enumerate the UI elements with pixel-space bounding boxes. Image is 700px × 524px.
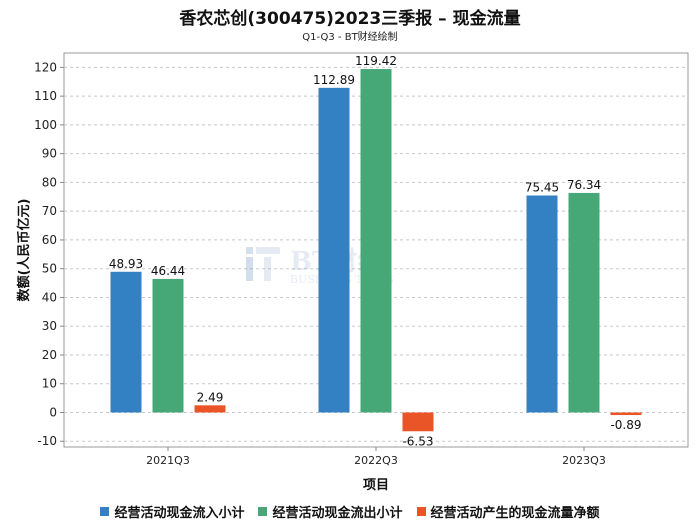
y-tick-label: 90 <box>42 147 57 161</box>
legend: 经营活动现金流入小计 经营活动现金流出小计 经营活动产生的现金流量净额 <box>0 502 700 521</box>
legend-label: 经营活动现金流出小计 <box>272 506 403 521</box>
data-label: -6.53 <box>402 434 433 448</box>
legend-item: 经营活动现金流入小计 <box>100 502 244 521</box>
data-label: 119.42 <box>355 54 397 68</box>
x-tick-label: 2021Q3 <box>146 454 190 467</box>
x-tick-label: 2022Q3 <box>354 454 398 467</box>
chart-title: 香农芯创(300475)2023三季报 – 现金流量 <box>179 9 521 29</box>
y-tick-label: 60 <box>42 233 57 247</box>
legend-swatch <box>416 507 426 516</box>
data-label: 2.49 <box>197 390 224 404</box>
y-tick-label: -10 <box>37 434 57 448</box>
y-tick-label: 10 <box>42 377 57 391</box>
data-label: -0.89 <box>610 418 641 432</box>
bar <box>610 412 642 416</box>
y-tick-label: 0 <box>49 405 57 419</box>
x-axis-label: 项目 <box>363 478 389 493</box>
y-tick-label: 80 <box>42 175 57 189</box>
y-tick-label: 120 <box>34 60 57 74</box>
bar <box>526 195 558 413</box>
bar <box>402 412 434 432</box>
legend-item: 经营活动现金流出小计 <box>258 502 403 521</box>
bar <box>110 271 142 413</box>
bar <box>194 405 226 413</box>
y-axis: -10 0 10 20 30 40 50 60 70 80 90 100 110 120 <box>34 60 64 448</box>
y-tick-label: 70 <box>42 204 57 218</box>
bar <box>360 69 392 413</box>
y-tick-label: 40 <box>42 290 57 304</box>
y-tick-label: 110 <box>34 89 57 103</box>
legend-swatch <box>100 507 110 516</box>
data-label: 112.89 <box>313 73 355 87</box>
legend-label: 经营活动产生的现金流量净额 <box>430 506 600 521</box>
bar <box>318 87 350 413</box>
y-tick-label: 100 <box>34 118 57 132</box>
y-tick-label: 50 <box>42 262 57 276</box>
chart-subtitle: Q1-Q3 - BT财经绘制 <box>302 32 398 43</box>
legend-item: 经营活动产生的现金流量净额 <box>416 502 600 521</box>
data-label: 46.44 <box>151 264 185 278</box>
bar <box>568 192 600 413</box>
bar <box>152 278 184 413</box>
data-label: 75.45 <box>525 181 559 195</box>
x-axis: 2021Q3 2022Q3 2023Q3 <box>146 447 606 467</box>
y-axis-label: 数额(人民币亿元) <box>16 199 32 302</box>
legend-swatch <box>258 507 268 516</box>
legend-label: 经营活动现金流入小计 <box>114 506 245 521</box>
data-label: 76.34 <box>567 178 601 192</box>
y-tick-label: 30 <box>42 319 57 333</box>
y-tick-label: 20 <box>42 348 57 362</box>
data-label: 48.93 <box>109 257 143 271</box>
x-tick-label: 2023Q3 <box>562 454 606 467</box>
